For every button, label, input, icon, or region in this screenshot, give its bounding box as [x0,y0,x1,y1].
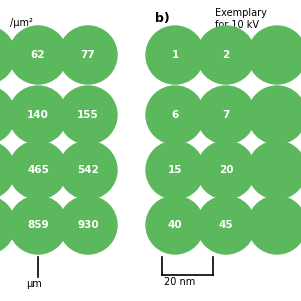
Circle shape [197,196,255,254]
Text: 77: 77 [81,50,95,60]
Circle shape [0,26,15,84]
Circle shape [248,196,301,254]
Text: 542: 542 [77,165,99,175]
Text: 930: 930 [77,220,99,230]
Text: 465: 465 [27,165,49,175]
Text: 40: 40 [168,220,182,230]
Circle shape [59,86,117,144]
Text: 1: 1 [171,50,178,60]
Text: b): b) [155,12,170,25]
Circle shape [9,86,67,144]
Circle shape [146,141,204,199]
Text: 155: 155 [77,110,99,120]
Text: 140: 140 [27,110,49,120]
Text: /μm²: /μm² [10,18,33,28]
Text: Exemplary: Exemplary [215,8,267,18]
Circle shape [0,196,15,254]
Text: 20 nm: 20 nm [164,277,195,287]
Text: 20: 20 [219,165,233,175]
Text: 45: 45 [219,220,233,230]
Circle shape [9,141,67,199]
Circle shape [59,26,117,84]
Circle shape [0,86,15,144]
Circle shape [59,196,117,254]
Circle shape [9,26,67,84]
Text: 859: 859 [27,220,49,230]
Text: 62: 62 [31,50,45,60]
Circle shape [146,196,204,254]
Text: 2: 2 [222,50,230,60]
Circle shape [248,141,301,199]
Circle shape [248,26,301,84]
Circle shape [9,196,67,254]
Circle shape [197,26,255,84]
Text: 6: 6 [171,110,178,120]
Circle shape [146,26,204,84]
Text: 7: 7 [222,110,230,120]
Text: μm: μm [26,279,42,289]
Text: 15: 15 [168,165,182,175]
Circle shape [0,141,15,199]
Circle shape [197,86,255,144]
Text: for 10 kV: for 10 kV [215,20,259,30]
Circle shape [248,86,301,144]
Circle shape [59,141,117,199]
Circle shape [197,141,255,199]
Circle shape [146,86,204,144]
